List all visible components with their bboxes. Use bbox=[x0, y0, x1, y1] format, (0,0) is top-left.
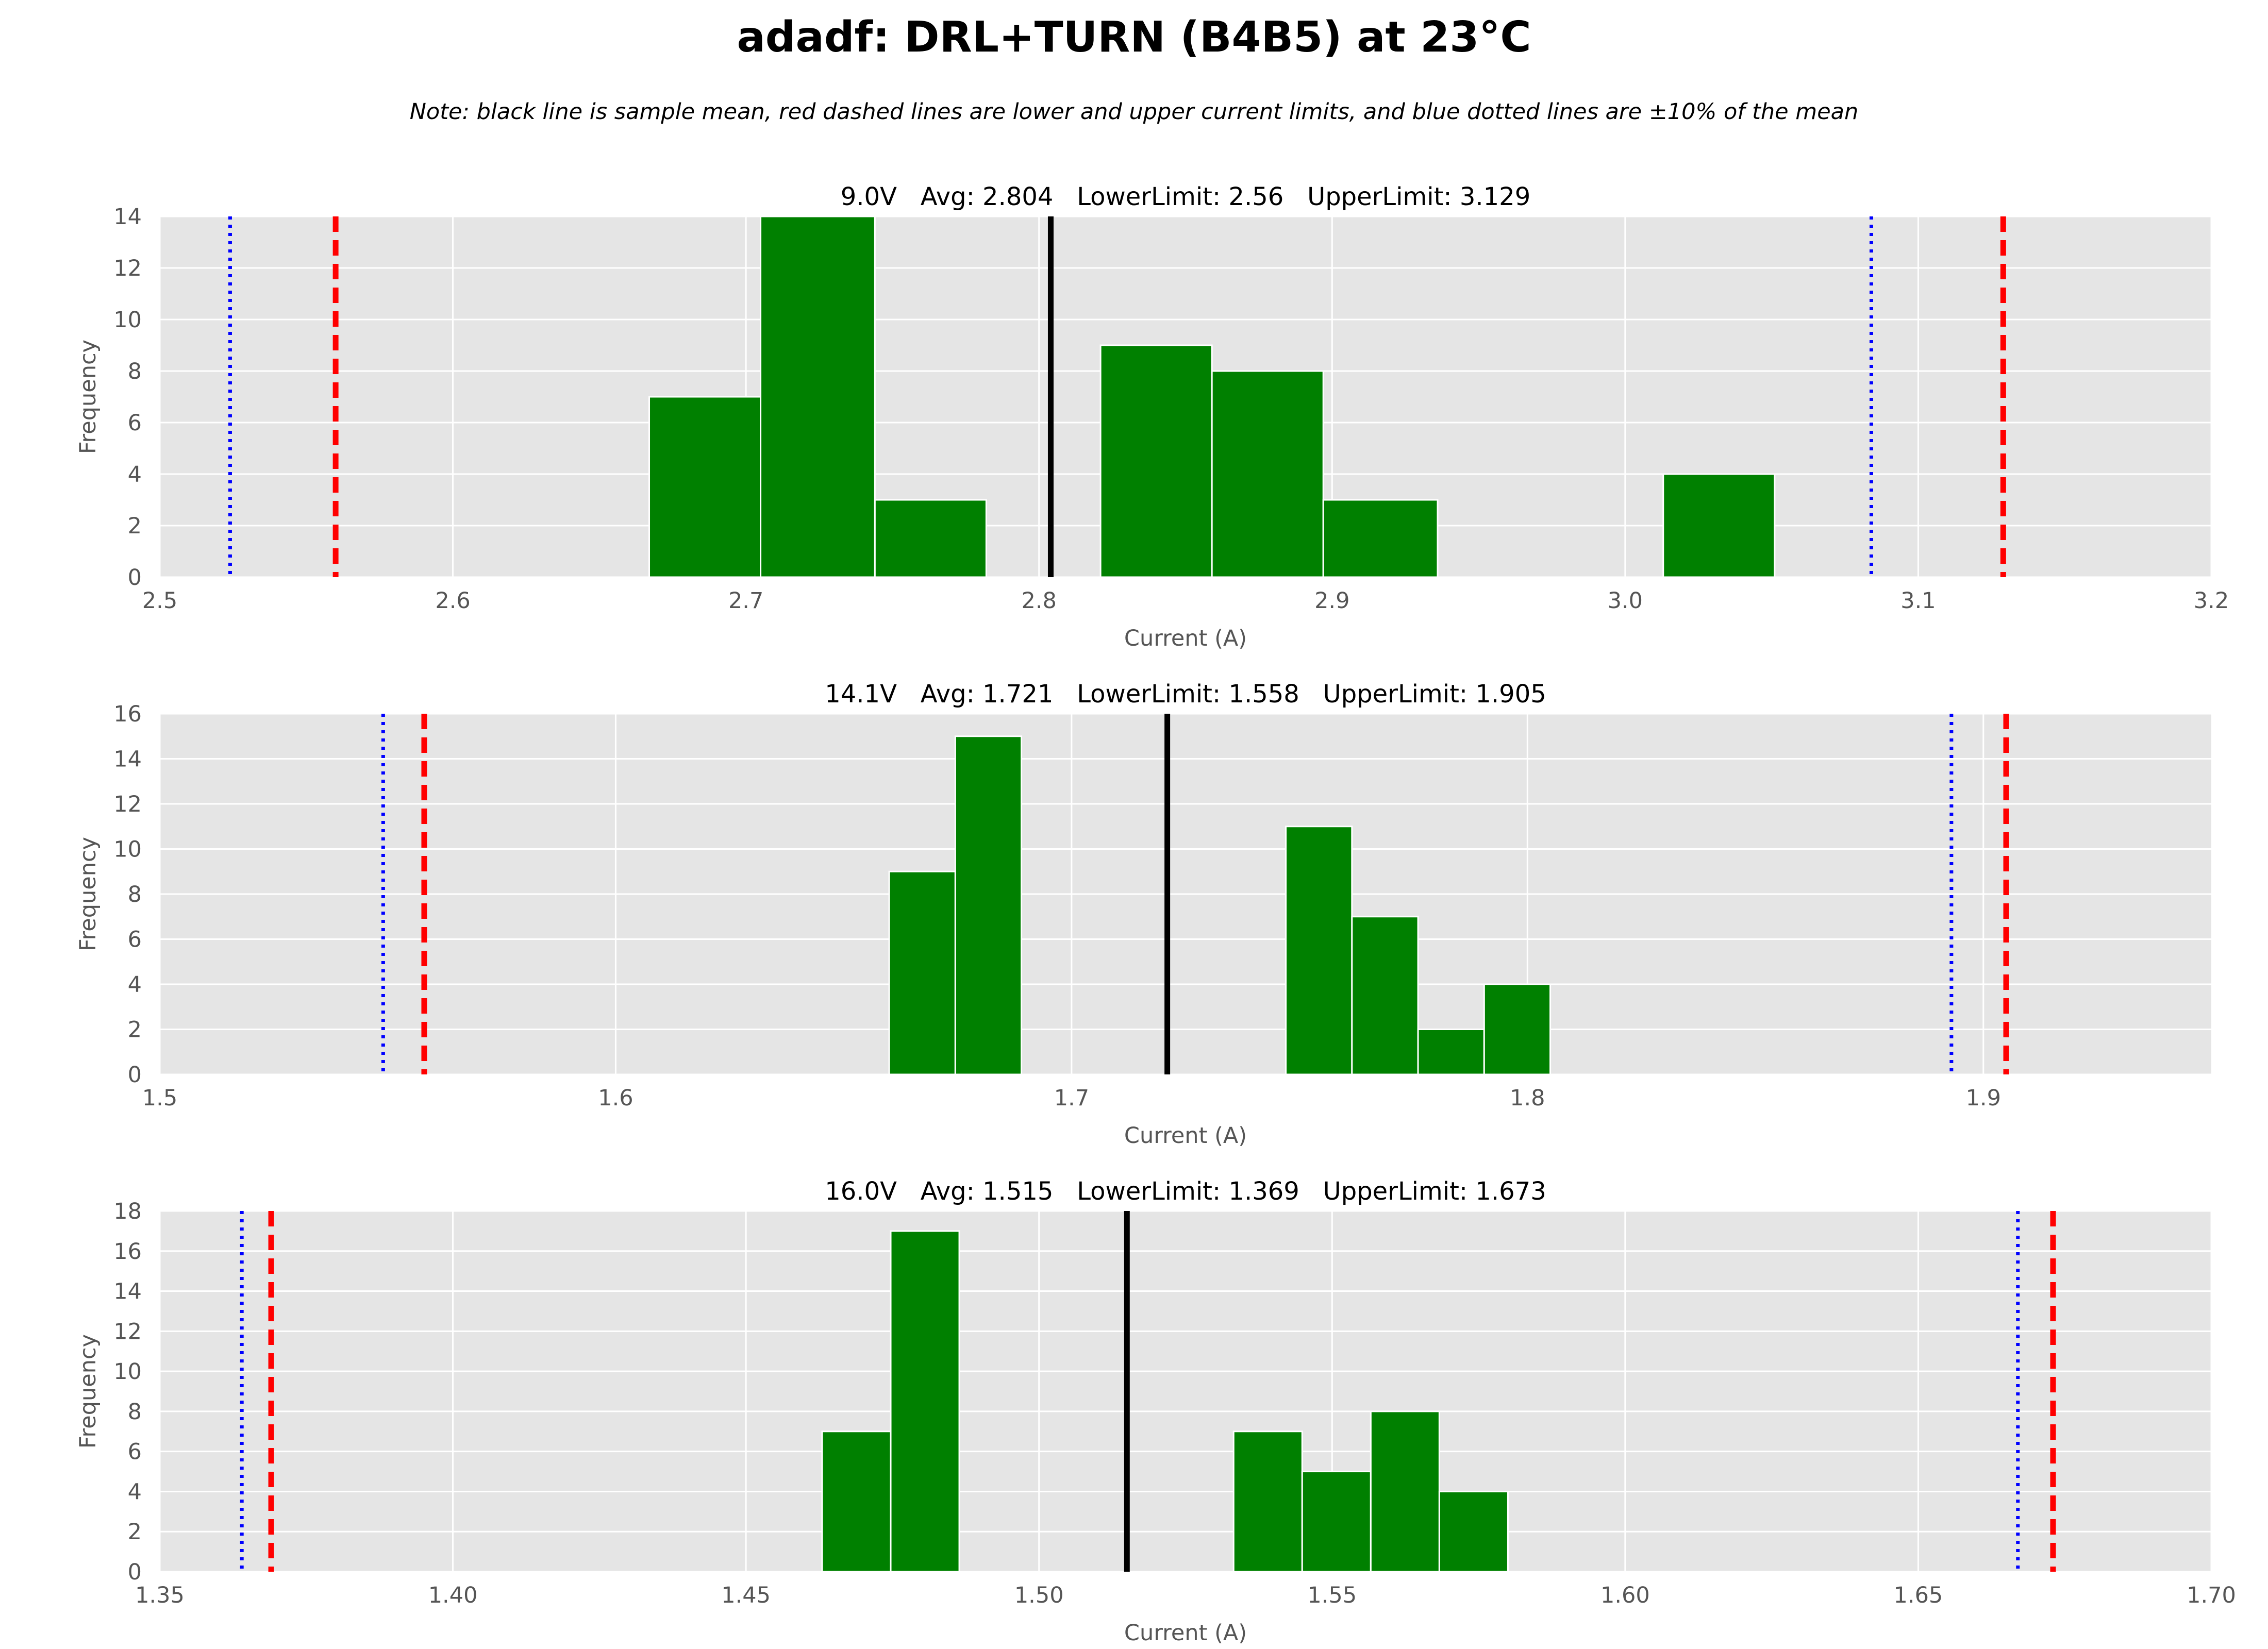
x-axis-label: Current (A) bbox=[1124, 1620, 1247, 1646]
histogram-bar bbox=[760, 215, 876, 578]
histogram-bar bbox=[821, 1431, 892, 1573]
x-tick-label: 1.40 bbox=[428, 1583, 478, 1608]
x-tick-label: 3.0 bbox=[1608, 588, 1643, 614]
histogram-bar bbox=[1211, 370, 1324, 578]
histogram-bar bbox=[1301, 1471, 1372, 1573]
y-tick-label: 16 bbox=[113, 701, 142, 727]
x-tick-label: 2.7 bbox=[728, 588, 763, 614]
histogram-bar bbox=[1483, 983, 1552, 1075]
x-tick-label: 1.7 bbox=[1054, 1085, 1089, 1111]
histogram-bar bbox=[1232, 1431, 1303, 1573]
x-axis-label: Current (A) bbox=[1124, 626, 1247, 651]
panels: 2.5 2.6 2.7 2.8 2.9 3.0 3.1 3.2 0 2 4 6 8 10 12 14 9.0V … bbox=[75, 182, 2236, 1646]
y-tick-label: 8 bbox=[128, 1399, 142, 1425]
x-tick-label: 1.65 bbox=[1894, 1583, 1943, 1608]
y-tick-label: 12 bbox=[113, 1319, 142, 1344]
histogram-bar bbox=[1438, 1490, 1509, 1573]
y-tick-label: 2 bbox=[128, 1017, 142, 1043]
y-axis-label: Frequency bbox=[75, 340, 101, 454]
x-tick-label: 3.2 bbox=[2194, 588, 2229, 614]
y-tick-label: 0 bbox=[128, 1062, 142, 1088]
histogram-bar bbox=[1322, 499, 1439, 578]
x-tick-label: 1.35 bbox=[135, 1583, 185, 1608]
histogram-panel-3: 1.35 1.40 1.45 1.50 1.55 1.60 1.65 1.70 0 2 4 6 8 10 1… bbox=[75, 1177, 2236, 1646]
y-tick-label: 14 bbox=[113, 204, 142, 230]
histogram-bar bbox=[1417, 1029, 1485, 1075]
x-tick-label: 3.1 bbox=[1900, 588, 1936, 614]
histogram-bar bbox=[1285, 826, 1353, 1075]
x-tick-label: 2.6 bbox=[435, 588, 470, 614]
panel-title: 16.0V Avg: 1.515 LowerLimit: 1.369 Upper… bbox=[825, 1177, 1546, 1206]
y-tick-label: 0 bbox=[128, 1559, 142, 1585]
y-axis-label: Frequency bbox=[75, 837, 101, 951]
histogram-bar bbox=[874, 499, 987, 578]
y-tick-label: 14 bbox=[113, 1279, 142, 1305]
histogram-bar bbox=[888, 870, 956, 1075]
histogram-panel-1: 2.5 2.6 2.7 2.8 2.9 3.0 3.1 3.2 0 2 4 6 8 10 12 14 9.0V … bbox=[75, 182, 2229, 651]
y-tick-label: 12 bbox=[113, 792, 142, 817]
y-tick-label: 10 bbox=[113, 837, 142, 863]
x-axis-label: Current (A) bbox=[1124, 1123, 1247, 1149]
y-tick-label: 12 bbox=[113, 256, 142, 281]
panel-title: 14.1V Avg: 1.721 LowerLimit: 1.558 Upper… bbox=[825, 680, 1546, 709]
histogram-panel-2: 1.5 1.6 1.7 1.8 1.9 0 2 4 6 8 10 12 14 16 14.1V Avg: 1… bbox=[75, 680, 2211, 1149]
y-tick-label: 14 bbox=[113, 747, 142, 772]
histogram-bar bbox=[1370, 1410, 1440, 1573]
figure-title: adadf: DRL+TURN (B4B5) at 23°C bbox=[737, 13, 1531, 62]
x-tick-label: 1.55 bbox=[1307, 1583, 1357, 1608]
histogram-bar bbox=[1662, 473, 1776, 578]
y-tick-label: 18 bbox=[113, 1199, 142, 1224]
y-tick-label: 4 bbox=[128, 462, 142, 487]
y-tick-label: 16 bbox=[113, 1239, 142, 1265]
y-tick-label: 4 bbox=[128, 972, 142, 998]
histogram-bar bbox=[648, 396, 762, 578]
y-tick-label: 8 bbox=[128, 359, 142, 384]
y-tick-label: 8 bbox=[128, 882, 142, 907]
y-tick-label: 6 bbox=[128, 1439, 142, 1465]
y-tick-label: 10 bbox=[113, 307, 142, 333]
x-tick-label: 1.9 bbox=[1966, 1085, 2001, 1111]
x-tick-label: 2.9 bbox=[1314, 588, 1349, 614]
plot-area bbox=[160, 1211, 2211, 1572]
x-tick-label: 1.60 bbox=[1600, 1583, 1650, 1608]
y-tick-label: 2 bbox=[128, 513, 142, 539]
y-axis-label: Frequency bbox=[75, 1334, 101, 1449]
x-tick-label: 2.5 bbox=[142, 588, 177, 614]
histogram-bar bbox=[1099, 344, 1213, 578]
y-tick-label: 10 bbox=[113, 1359, 142, 1385]
x-tick-label: 1.70 bbox=[2187, 1583, 2236, 1608]
x-tick-label: 1.50 bbox=[1014, 1583, 1064, 1608]
y-tick-label: 6 bbox=[128, 927, 142, 953]
y-tick-label: 6 bbox=[128, 410, 142, 436]
y-tick-label: 0 bbox=[128, 565, 142, 591]
histogram-bar bbox=[954, 735, 1023, 1075]
y-tick-label: 2 bbox=[128, 1519, 142, 1545]
figure-note: Note: black line is sample mean, red das… bbox=[410, 99, 1859, 125]
panel-title: 9.0V Avg: 2.804 LowerLimit: 2.56 UpperLi… bbox=[841, 182, 1531, 211]
histogram-bar bbox=[890, 1230, 960, 1573]
x-tick-label: 1.8 bbox=[1510, 1085, 1545, 1111]
x-tick-label: 1.6 bbox=[598, 1085, 633, 1111]
y-tick-label: 4 bbox=[128, 1479, 142, 1505]
x-tick-label: 1.5 bbox=[142, 1085, 177, 1111]
histogram-bar bbox=[1351, 916, 1419, 1075]
x-tick-label: 1.45 bbox=[721, 1583, 771, 1608]
x-tick-label: 2.8 bbox=[1022, 588, 1057, 614]
